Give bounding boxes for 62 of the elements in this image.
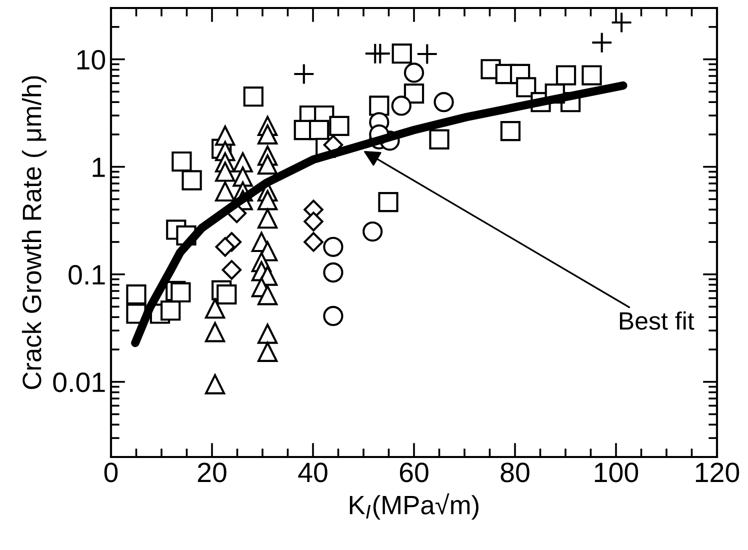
point <box>257 285 278 306</box>
point <box>582 65 602 86</box>
point <box>362 221 383 242</box>
point <box>257 154 278 175</box>
x-tick-label: 40 <box>298 462 328 482</box>
point <box>329 116 350 136</box>
point <box>160 300 181 321</box>
point <box>257 124 278 145</box>
point <box>232 166 253 187</box>
y-tick-label: 0.1 <box>68 265 105 285</box>
x-tick-label: 100 <box>594 462 638 482</box>
point <box>434 92 454 112</box>
point <box>204 298 226 319</box>
point <box>222 260 242 280</box>
y-axis-title: Crack Growth Rate ( μm/h) <box>22 76 47 390</box>
point <box>369 42 391 64</box>
point <box>204 374 226 394</box>
point <box>556 65 576 86</box>
point <box>323 236 344 257</box>
point <box>126 284 146 305</box>
point <box>404 62 424 83</box>
point <box>182 170 202 190</box>
point <box>516 77 536 98</box>
point <box>323 306 344 326</box>
point <box>215 162 236 182</box>
point <box>378 192 398 212</box>
point <box>257 342 278 362</box>
point <box>170 282 191 302</box>
point <box>304 232 324 252</box>
point <box>293 63 315 85</box>
point <box>404 84 424 104</box>
point <box>172 151 192 172</box>
point <box>215 237 236 257</box>
y-tick-label: 10 <box>77 50 106 70</box>
point <box>392 44 412 64</box>
y-tick-label: 1 <box>92 158 105 177</box>
point <box>323 262 344 283</box>
point <box>369 96 390 116</box>
x-tick-label: 0 <box>104 462 118 482</box>
point <box>416 43 438 65</box>
point <box>591 32 613 54</box>
point <box>391 96 412 116</box>
point <box>257 208 278 229</box>
y-tick-label: 0.01 <box>53 372 105 392</box>
x-axis-title: K$_{I}$(MPa√m) <box>350 493 478 520</box>
point <box>304 212 324 232</box>
point <box>500 121 521 142</box>
point <box>215 126 236 146</box>
point <box>257 190 278 210</box>
point <box>215 181 236 202</box>
point <box>429 129 450 150</box>
point <box>610 12 632 34</box>
annotation: Best fit <box>620 311 694 330</box>
x-tick-label: 80 <box>500 462 530 482</box>
point <box>216 284 237 305</box>
point <box>257 324 278 344</box>
x-tick-label: 120 <box>696 462 740 482</box>
point <box>308 120 330 140</box>
x-tick-label: 20 <box>198 462 226 482</box>
x-tick-label: 60 <box>400 462 428 482</box>
point <box>204 322 226 342</box>
point <box>243 86 264 107</box>
